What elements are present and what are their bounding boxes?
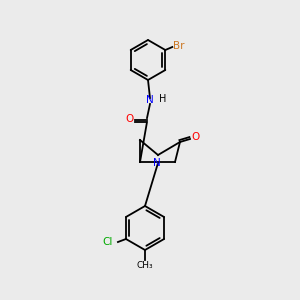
Text: Cl: Cl xyxy=(103,237,113,247)
Text: O: O xyxy=(192,132,200,142)
Text: Br: Br xyxy=(173,41,185,51)
Text: O: O xyxy=(125,114,133,124)
Text: H: H xyxy=(159,94,166,104)
Text: N: N xyxy=(146,95,154,105)
Text: N: N xyxy=(153,158,161,168)
Text: CH₃: CH₃ xyxy=(137,262,153,271)
